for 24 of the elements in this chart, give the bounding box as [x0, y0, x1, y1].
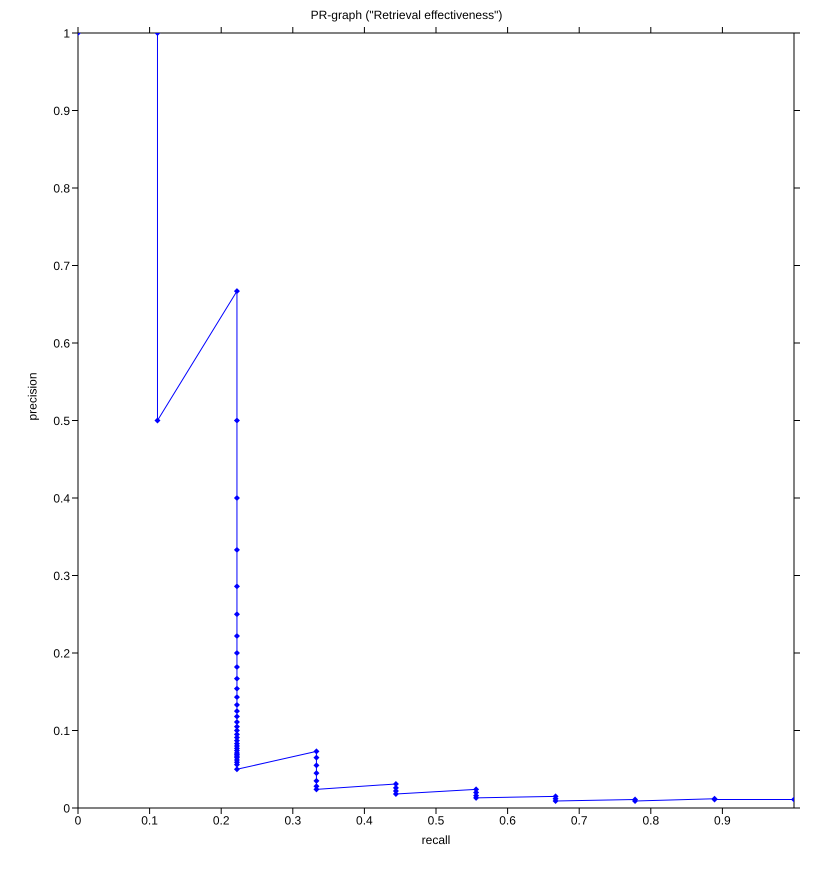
x-tick-label: 0: [74, 814, 82, 828]
x-tick-label: 0.1: [141, 814, 158, 828]
y-tick-label: 0.7: [53, 258, 70, 273]
y-tick-label: 0.5: [53, 414, 70, 428]
y-axis-title: precision: [25, 372, 40, 420]
y-tick-label: 0: [63, 801, 70, 816]
y-tick-label: 0.8: [53, 181, 70, 196]
x-tick-label: 0.4: [356, 814, 374, 828]
y-tick-label: 0.4: [53, 491, 70, 506]
x-tick-label: 0.3: [284, 814, 302, 828]
x-tick-label: 0.5: [428, 814, 445, 828]
chart-title: PR-graph ("Retrieval effectiveness"): [310, 8, 504, 22]
y-tick-label: 1: [63, 26, 70, 40]
x-tick-label: 0.7: [570, 814, 588, 828]
y-tick-label: 0.2: [53, 646, 70, 660]
y-tick-label: 0.3: [53, 568, 70, 583]
x-tick-label: 0.2: [212, 814, 230, 828]
y-tick-label: 0.6: [53, 336, 70, 350]
x-tick-label: 0.8: [642, 814, 660, 828]
x-tick-label: 0.6: [499, 814, 516, 828]
x-tick-label: 0.9: [714, 814, 732, 828]
y-tick-label: 0.1: [53, 724, 70, 738]
y-tick-label: 0.9: [53, 104, 70, 118]
x-axis-title: recall: [422, 833, 450, 847]
